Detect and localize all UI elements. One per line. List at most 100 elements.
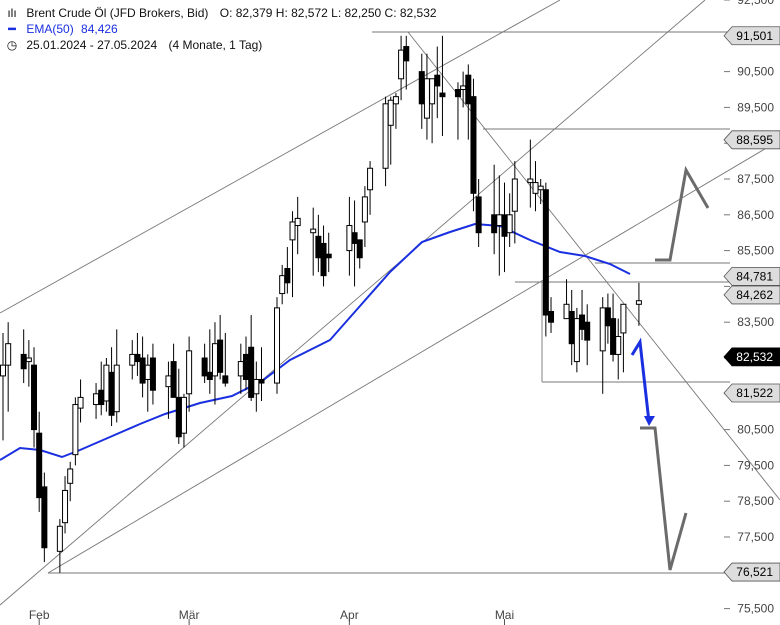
candle-body [527, 178, 534, 184]
projection-paths [630, 165, 710, 571]
candle-body [584, 321, 591, 341]
candle [201, 343, 208, 384]
candle-body [56, 525, 63, 552]
candle [506, 193, 513, 248]
candle [532, 161, 539, 212]
y-tick-label: 89,500 [737, 100, 774, 114]
candle-body [568, 310, 575, 345]
ema-value: 84,426 [81, 22, 118, 36]
candle-body [465, 74, 472, 105]
ema-polyline [0, 222, 631, 461]
level-tag: 91,501 [723, 26, 780, 46]
candle [367, 161, 374, 215]
candle-body [635, 300, 642, 305]
candle [248, 315, 255, 401]
candle [315, 214, 322, 273]
candle [361, 186, 368, 248]
candle [351, 200, 358, 287]
candle-body [501, 214, 508, 237]
candle [356, 239, 363, 269]
candle [382, 96, 389, 187]
candle-body [129, 353, 136, 366]
candle [310, 207, 317, 276]
clock-icon: ◷ [6, 38, 18, 52]
candle [434, 46, 441, 119]
time-axis: Feb Mär Apr Mai [29, 608, 514, 625]
candle-body [77, 396, 84, 409]
candlestick-icon: ılı [7, 6, 17, 20]
candle [108, 347, 115, 427]
level-tag: 76,521 [723, 562, 780, 582]
candle [501, 182, 508, 273]
candle [568, 289, 575, 366]
candle-body [496, 214, 503, 227]
candle-body [0, 364, 6, 377]
candle [398, 35, 405, 101]
candle-body [434, 74, 441, 87]
candle-body [217, 339, 224, 373]
candle-body [506, 214, 513, 234]
ohlc-values: O: 82,379 H: 82,572 L: 82,250 C: 82,532 [219, 6, 437, 20]
candle-body [542, 189, 549, 316]
candle [134, 332, 141, 376]
candle-body [310, 228, 317, 234]
header-ema-row: ━ EMA(50) 84,426 [6, 22, 118, 36]
candle [165, 361, 172, 419]
candle [186, 336, 193, 412]
candle [573, 307, 580, 373]
candle-body [367, 167, 374, 191]
y-tick-label: 77,500 [737, 530, 774, 544]
candle [475, 179, 482, 248]
candle-body [599, 307, 606, 352]
candle [206, 329, 213, 394]
candle [62, 476, 69, 534]
candle [470, 78, 477, 212]
candle [460, 71, 467, 108]
candle [563, 279, 570, 320]
level-tag: 84,781 [723, 266, 780, 286]
x-tick-label: Feb [29, 608, 50, 622]
candle-body [274, 307, 281, 384]
candle-body [103, 364, 110, 402]
candle [144, 354, 151, 412]
line-icon: ━ [8, 22, 16, 36]
candle [548, 297, 555, 333]
candle-body [537, 185, 544, 191]
candle-body [346, 225, 353, 252]
candle-body [289, 221, 296, 241]
candle [294, 196, 301, 255]
candle-body [222, 375, 229, 384]
y-tick-label: 90,500 [737, 65, 774, 79]
candle-body [98, 389, 105, 406]
candle [511, 161, 518, 244]
x-tick-label: Mai [495, 608, 514, 622]
x-tick-label: Apr [340, 608, 359, 622]
level-tag-label: 82,532 [736, 350, 773, 364]
level-tag: 88,595 [723, 130, 780, 150]
candle-body [258, 378, 265, 384]
candle-body [211, 343, 218, 377]
candle [41, 472, 48, 563]
y-tick-label: 80,500 [737, 423, 774, 437]
candle [491, 164, 498, 255]
y-tick-label: 92,500 [737, 0, 774, 7]
candle-body [25, 357, 32, 363]
candle-body [31, 364, 38, 431]
candle-body [144, 364, 151, 380]
level-tag-box [723, 130, 780, 150]
instrument-name: Brent Crude Öl (JFD Brokers, Bid) [26, 6, 209, 20]
candle [429, 78, 436, 144]
date-range: 25.01.2024 - 27.05.2024 [26, 38, 158, 52]
candle [25, 340, 32, 387]
candle-body [615, 336, 622, 355]
candle [31, 347, 38, 448]
x-tick-label: Mär [179, 608, 200, 622]
interval: (4 Monate, 1 Tag) [168, 38, 263, 52]
candle-body [242, 353, 249, 380]
candle-body [563, 303, 570, 320]
candle-body [470, 96, 477, 194]
candle-body [573, 318, 580, 363]
candle-body [41, 486, 48, 549]
candle [584, 304, 591, 366]
